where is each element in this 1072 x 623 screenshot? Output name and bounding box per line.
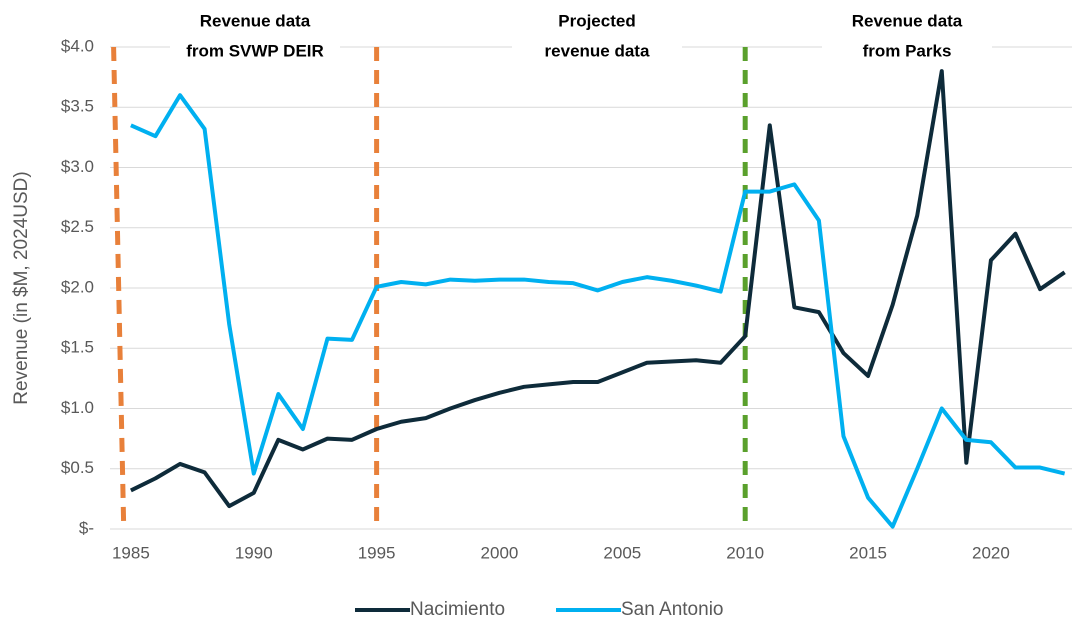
- y-tick-label: $0.5: [61, 458, 94, 477]
- annotation-background: [822, 6, 992, 68]
- annotation: from SVWP DEIR: [186, 41, 324, 60]
- annotation: Revenue data: [852, 11, 963, 30]
- annotation-background: [170, 6, 340, 68]
- y-axis-label: Revenue (in $M, 2024USD): [11, 171, 32, 404]
- y-tick-label: $2.5: [61, 217, 94, 236]
- legend-label: Nacimiento: [410, 599, 505, 620]
- series-line: [130, 69, 1066, 509]
- x-tick-label: 2000: [481, 543, 519, 562]
- y-tick-label: $3.5: [61, 97, 94, 116]
- x-tick-label: 1995: [358, 543, 396, 562]
- y-tick-label: $1.0: [61, 398, 94, 417]
- x-tick-label: 2010: [726, 543, 764, 562]
- legend-label: San Antonio: [621, 599, 723, 620]
- x-tick-label: 2015: [849, 543, 887, 562]
- annotation: revenue data: [545, 41, 650, 60]
- y-tick-label: $3.0: [61, 157, 94, 176]
- annotation: Revenue data: [200, 11, 311, 30]
- y-tick-label: $2.0: [61, 277, 94, 296]
- x-tick-label: 2005: [603, 543, 641, 562]
- y-tick-label: $-: [79, 518, 94, 537]
- x-tick-label: 1985: [112, 543, 150, 562]
- series-line: [130, 93, 1066, 529]
- annotation: Projected: [558, 11, 635, 30]
- annotation-background: [512, 6, 682, 68]
- y-tick-label: $1.5: [61, 338, 94, 357]
- y-tick-label: $4.0: [61, 36, 94, 55]
- annotation: from Parks: [863, 41, 952, 60]
- x-tick-label: 1990: [235, 543, 273, 562]
- reference-line: [111, 46, 127, 523]
- x-tick-label: 2020: [972, 543, 1010, 562]
